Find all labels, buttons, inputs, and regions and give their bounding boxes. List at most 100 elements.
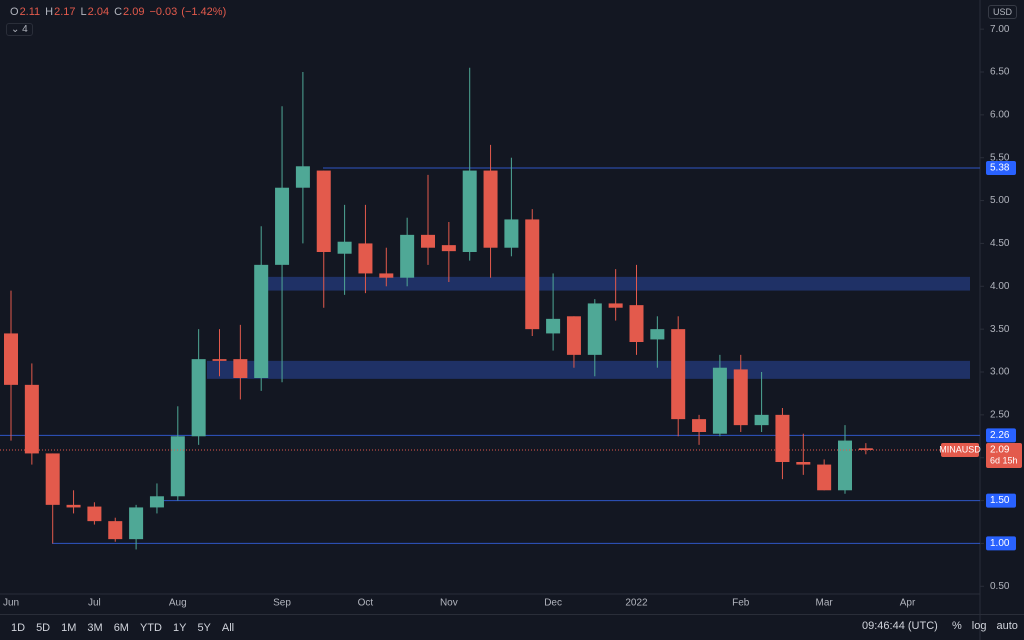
symbol-tag <box>941 443 979 457</box>
candle-body <box>650 329 665 340</box>
candle-body <box>129 507 144 540</box>
y-tick-label: 5.50 <box>990 152 1010 163</box>
candle-body <box>66 504 81 508</box>
change: −0.03 <box>149 6 178 18</box>
range-button[interactable]: 5Y <box>197 621 211 634</box>
change-pct: (−1.42%) <box>181 6 227 18</box>
candle-body <box>400 234 415 278</box>
candle-body <box>316 170 331 252</box>
y-tick-label: 3.50 <box>990 324 1010 335</box>
x-tick-label: 2022 <box>625 598 648 609</box>
y-tick-label: 0.50 <box>990 581 1010 592</box>
candle-body <box>4 333 18 385</box>
level-label: 1.50 <box>990 495 1010 506</box>
candle-body <box>671 329 686 420</box>
y-tick-label: 3.00 <box>990 367 1010 378</box>
candle-body <box>233 359 248 378</box>
level-tag <box>986 493 1016 508</box>
candle-body <box>796 462 811 465</box>
range-button[interactable]: 5D <box>36 621 51 634</box>
open-key: O <box>10 6 19 18</box>
x-tick-label: Feb <box>732 598 750 609</box>
x-tick-label: Nov <box>440 598 458 609</box>
y-tick-label: 6.50 <box>990 67 1010 78</box>
scale-button[interactable]: log <box>971 620 987 632</box>
y-tick-label: 4.50 <box>990 238 1010 249</box>
candle-body <box>754 414 769 426</box>
candle-body <box>629 305 644 342</box>
candle-body <box>441 245 456 252</box>
candle-body <box>817 464 832 491</box>
x-tick-label: Aug <box>169 598 187 609</box>
x-tick-label: Jun <box>3 598 19 609</box>
candle-body <box>295 166 310 188</box>
candle-body <box>546 318 561 334</box>
y-tick-label: 5.00 <box>990 195 1010 206</box>
candle-body <box>858 448 873 450</box>
level-label: 1.00 <box>990 538 1010 549</box>
candle-body <box>275 187 290 265</box>
candle-body <box>587 303 602 355</box>
indicator-count: 4 <box>22 24 28 35</box>
candle-body <box>525 219 540 330</box>
range-button[interactable]: All <box>221 621 235 634</box>
level-label: 5.38 <box>990 163 1010 174</box>
scale-buttons: % log auto <box>952 620 1018 632</box>
candle-body <box>608 303 623 308</box>
candle-body <box>212 359 227 361</box>
x-tick-label: Sep <box>273 598 291 609</box>
candle-body <box>191 359 206 437</box>
candle-body <box>170 436 185 497</box>
range-button[interactable]: 6M <box>113 621 129 634</box>
support-zone <box>207 360 970 379</box>
scale-button[interactable]: % <box>952 620 962 632</box>
price-tag <box>986 443 1022 468</box>
candle-body <box>483 170 498 248</box>
open-value: 2.11 <box>19 6 41 18</box>
candle-body <box>87 506 102 522</box>
y-tick-label: 7.00 <box>990 24 1010 35</box>
symbol-label: MINAUSD <box>939 444 981 454</box>
level-tag <box>986 536 1016 551</box>
candle-body <box>24 384 39 454</box>
range-button[interactable]: 1D <box>11 621 26 634</box>
close-value: 2.09 <box>123 6 145 18</box>
range-button[interactable]: YTD <box>139 621 162 634</box>
range-button[interactable]: 3M <box>87 621 103 634</box>
candle-body <box>462 170 477 252</box>
bottom-toolbar: 1D 5D 1M 3M 6M YTD 1Y 5Y All <box>0 614 1024 640</box>
y-tick-label: 6.00 <box>990 109 1010 120</box>
x-tick-label: Apr <box>900 598 916 609</box>
candle-body <box>358 243 373 274</box>
low-key: L <box>80 6 87 18</box>
candle-body <box>504 219 519 248</box>
candle-body <box>775 414 790 462</box>
indicator-toggle[interactable]: ⌄ 4 <box>6 23 33 36</box>
price-label: 2.09 <box>990 445 1010 456</box>
candle-body <box>566 316 581 355</box>
candle-body <box>337 241 352 254</box>
candle-body <box>379 273 394 278</box>
countdown: 6d 15h <box>990 455 1018 465</box>
close-key: C <box>114 6 123 18</box>
high-key: H <box>45 6 54 18</box>
candle-body <box>108 521 123 540</box>
range-button[interactable]: 1M <box>61 621 77 634</box>
range-button[interactable]: 1Y <box>172 621 187 634</box>
high-value: 2.17 <box>54 6 76 18</box>
clock: 09:46:44 (UTC) <box>862 620 938 632</box>
scale-button[interactable]: auto <box>996 620 1018 632</box>
y-tick-label: 4.00 <box>990 281 1010 292</box>
candle-body <box>692 419 707 432</box>
low-value: 2.04 <box>87 6 110 18</box>
candle-body <box>254 264 269 378</box>
currency-button[interactable]: USD <box>988 5 1018 19</box>
candle-body <box>149 496 164 508</box>
x-tick-label: Oct <box>358 598 374 609</box>
candle-body <box>712 367 727 434</box>
level-label: 2.26 <box>990 430 1010 441</box>
candle-body <box>421 234 435 248</box>
level-tag <box>986 428 1016 443</box>
